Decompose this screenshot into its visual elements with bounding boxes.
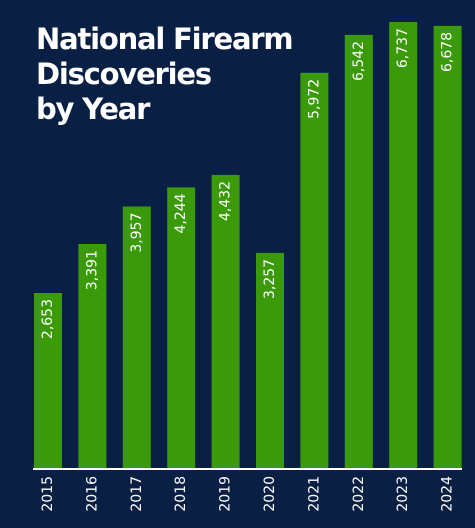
bar-2017 — [122, 206, 151, 469]
x-tick-label-2016: 2016 — [84, 476, 100, 512]
chart-title-line-2: Discoveries — [36, 57, 212, 91]
bar-2024 — [433, 25, 462, 470]
x-tick-label-2018: 2018 — [173, 476, 189, 512]
bar-group — [34, 22, 462, 470]
value-label-2018: 4,244 — [173, 193, 189, 233]
chart-title-line-1: National Firearm — [36, 22, 294, 56]
x-tick-label-2019: 2019 — [218, 476, 234, 512]
bar-2020 — [256, 252, 284, 469]
value-label-2023: 6,737 — [395, 28, 411, 68]
chart-title: National Firearm Discoveries by Year — [36, 22, 316, 127]
x-tick-label-2017: 2017 — [129, 476, 145, 512]
value-label-group: 2,653 3,391 3,957 4,244 4,432 3,257 5,972 6,542… — [40, 28, 456, 339]
chart-title-line-3: by Year — [36, 92, 150, 126]
bar-2015 — [34, 293, 62, 469]
bar-2016 — [78, 244, 107, 469]
value-label-2016: 3,391 — [84, 250, 100, 290]
value-label-2015: 2,653 — [40, 299, 56, 339]
bar-2021 — [300, 72, 329, 470]
value-label-2017: 3,957 — [129, 213, 145, 253]
bar-2018 — [167, 187, 196, 469]
x-tick-label-group: 2015 2016 2017 2018 2019 2020 2021 2022 2023 2024 — [40, 476, 456, 512]
x-tick-label-2023: 2023 — [395, 476, 411, 512]
x-tick-label-2021: 2021 — [306, 476, 322, 512]
bar-2022 — [344, 34, 373, 470]
value-label-2019: 4,432 — [218, 181, 234, 221]
value-label-2022: 6,542 — [351, 41, 367, 81]
x-tick-label-2024: 2024 — [440, 476, 456, 512]
value-label-2021: 5,972 — [306, 79, 322, 119]
x-tick-label-2022: 2022 — [351, 476, 367, 512]
value-label-2020: 3,257 — [262, 259, 278, 299]
bar-2019 — [211, 174, 240, 469]
value-label-2024: 6,678 — [440, 32, 456, 72]
x-tick-label-2015: 2015 — [40, 476, 56, 512]
x-tick-label-2020: 2020 — [262, 476, 278, 512]
bar-2023 — [389, 22, 418, 469]
